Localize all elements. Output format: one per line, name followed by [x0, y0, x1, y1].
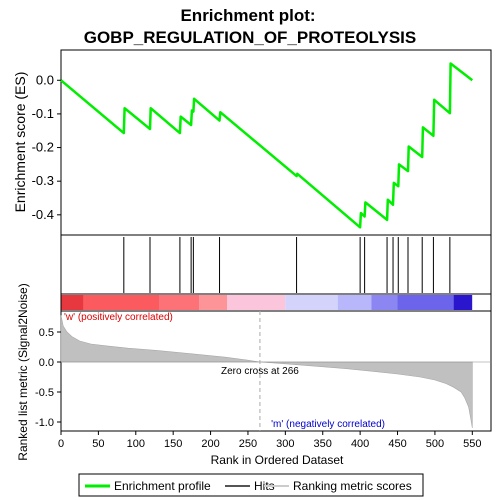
x-tick-label: 100 [127, 438, 145, 450]
x-tick-label: 150 [164, 438, 182, 450]
color-bar-segment [199, 295, 228, 310]
legend-ranking-label: Ranking metric scores [293, 479, 412, 493]
x-tick-label: 400 [351, 438, 369, 450]
color-bar-segment [61, 295, 84, 310]
chart-title-line-2: GOBP_REGULATION_OF_PROTEOLYSIS [84, 28, 417, 47]
x-axis-label: Rank in Ordered Dataset [211, 453, 344, 467]
es-profile-line [60, 62, 474, 229]
metric-panel-frame [60, 310, 492, 432]
metric-y-ticks: 0.5 0.0 -0.5 -1.0 [35, 327, 61, 429]
es-line-group [60, 62, 474, 229]
x-tick-label: 200 [201, 438, 219, 450]
x-tick-label: 300 [276, 438, 294, 450]
chart-title-line-1: Enrichment plot: [180, 6, 315, 25]
legend-box [78, 473, 424, 497]
rank-color-bar [61, 295, 491, 310]
color-bar-segment [371, 295, 398, 310]
metric-y-tick-label: 0.5 [39, 327, 54, 339]
metric-y-tick-label: 0.0 [39, 357, 54, 369]
es-y-ticks: 0.0 -0.1 -0.2 -0.3 -0.4 [32, 72, 61, 222]
color-bar-segment [83, 295, 160, 310]
legend-enrichment-label: Enrichment profile [114, 479, 211, 493]
color-bar-segment [227, 295, 286, 310]
x-tick-label: 550 [463, 438, 481, 450]
positive-correlation-label: 'w' (positively correlated) [64, 312, 173, 323]
x-tick-label: 250 [239, 438, 257, 450]
es-y-axis-label: Enrichment score (ES) [12, 72, 28, 213]
es-panel-frame [60, 49, 492, 236]
x-tick-label: 500 [426, 438, 444, 450]
zero-cross-label: Zero cross at 266 [221, 366, 299, 377]
hits-panel-frame [60, 234, 492, 295]
negative-correlation-label: 'm' (negatively correlated) [271, 419, 385, 430]
color-bar-empty [472, 295, 491, 310]
metric-y-axis-label: Ranked list metric (Signal2Noise) [16, 283, 30, 460]
es-y-tick-label: -0.3 [32, 173, 54, 188]
x-tick-label: 350 [314, 438, 332, 450]
color-bar-segment [159, 295, 200, 310]
metric-y-tick-label: -0.5 [35, 387, 54, 399]
x-tick-label: 0 [58, 438, 64, 450]
es-y-tick-label: 0.0 [36, 72, 54, 87]
color-bar-segment [453, 295, 473, 310]
x-tick-label: 450 [388, 438, 406, 450]
x-tick-label: 50 [92, 438, 104, 450]
ranking-metric-area [60, 315, 473, 429]
hits-group [123, 237, 451, 293]
metric-y-tick-label: -1.0 [35, 417, 54, 429]
color-bar-segment [337, 295, 372, 310]
color-bar-segment [285, 295, 338, 310]
es-y-tick-label: -0.1 [32, 106, 54, 121]
metric-group [60, 315, 491, 429]
es-y-tick-label: -0.2 [32, 140, 54, 155]
x-axis-ticks: 0 50 100 150 200 250 300 350 400 450 500 550 [58, 431, 481, 450]
color-bar-segment [397, 295, 454, 310]
es-y-tick-label: -0.4 [32, 207, 54, 222]
